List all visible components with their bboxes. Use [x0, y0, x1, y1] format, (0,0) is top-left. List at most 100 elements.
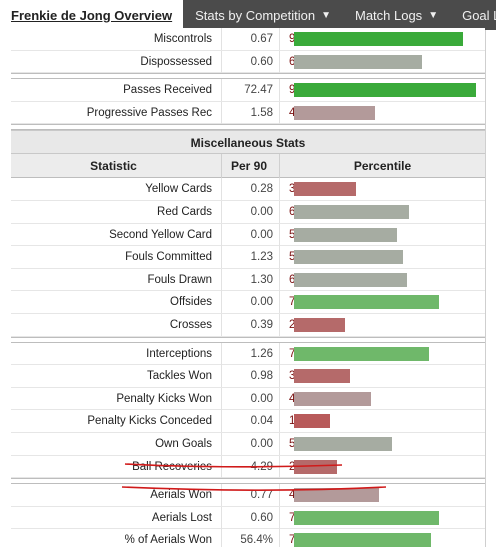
percentile-bar [294, 414, 330, 429]
column-header-statistic[interactable]: Statistic [90, 159, 137, 174]
per90-value: 4.29 [221, 455, 276, 478]
per90-value: 1.30 [221, 268, 276, 291]
stat-name: % of Aerials Won [124, 534, 212, 547]
nav-tab-stats-by-competition[interactable]: Stats by Competition ▼ [183, 0, 343, 30]
percentile-bar [294, 272, 407, 287]
nav-tab-label: Stats by Competition [195, 7, 316, 23]
per90-value: 0.00 [221, 432, 276, 455]
per90-value: 0.00 [221, 200, 276, 223]
per90-value: 1.26 [221, 342, 276, 365]
stat-name: Fouls Drawn [147, 273, 212, 286]
stat-name: Tackles Won [147, 370, 212, 383]
per90-value: 0.00 [221, 223, 276, 246]
column-header-percentile[interactable]: Percentile [279, 154, 485, 179]
stat-name: Fouls Committed [125, 251, 212, 264]
nav-tab-goal-logs[interactable]: Goal Logs [450, 0, 496, 30]
percentile-bar [294, 105, 375, 120]
per90-value: 56.4% [221, 529, 276, 547]
stat-name: Crosses [169, 318, 212, 331]
percentile-bar [294, 295, 439, 310]
percentile-bar [294, 533, 431, 547]
per90-value: 0.77 [221, 484, 276, 507]
stat-name: Progressive Passes Rec [86, 106, 212, 119]
group-separator [11, 478, 485, 485]
percentile-bar [294, 54, 422, 69]
nav-tab-match-logs[interactable]: Match Logs ▼ [343, 0, 450, 30]
percentile-bar [294, 182, 356, 197]
percentile-bar [294, 391, 371, 406]
percentile-bar [294, 346, 429, 361]
stat-name: Aerials Lost [151, 511, 212, 524]
per90-value: 0.60 [221, 506, 276, 529]
percentile-bar [294, 317, 345, 332]
stat-name: Own Goals [155, 437, 212, 450]
stat-name: Yellow Cards [145, 183, 212, 196]
nav-tab-overview[interactable]: Frenkie de Jong Overview [0, 0, 184, 30]
stat-name: Interceptions [146, 347, 212, 360]
top-nav: Frenkie de Jong Overview Stats by Compet… [0, 0, 496, 30]
percentile-bar [294, 32, 463, 46]
stat-name: Dispossessed [140, 55, 212, 68]
stat-name: Second Yellow Card [109, 228, 212, 241]
nav-tab-label: Match Logs [354, 7, 423, 23]
table-right-border [485, 30, 486, 547]
per90-value: 1.23 [221, 246, 276, 269]
percentile-bar [294, 204, 409, 219]
stat-name: Miscontrols [153, 33, 212, 45]
caret-down-icon: ▼ [428, 9, 439, 21]
section-title-misc: Miscellaneous Stats [11, 130, 485, 155]
stat-name: Ball Recoveries [132, 460, 212, 473]
stat-name: Passes Received [123, 84, 212, 97]
percentile-bar [294, 227, 397, 242]
per90-value: 0.67 [221, 28, 276, 50]
nav-tab-label: Frenkie de Jong Overview [11, 7, 173, 23]
group-separator [11, 336, 485, 343]
column-header-per90[interactable]: Per 90 [221, 154, 276, 179]
per90-value: 0.04 [221, 410, 276, 433]
per90-value: 72.47 [221, 79, 276, 102]
per90-value: 1.58 [221, 101, 276, 124]
percentile-bar [294, 510, 439, 525]
percentile-bar [294, 369, 350, 384]
percentile-bar [294, 83, 476, 98]
per90-value: 0.00 [221, 291, 276, 314]
stat-name: Aerials Won [150, 489, 212, 502]
per90-value: 0.28 [221, 178, 276, 201]
percentile-bar [294, 459, 337, 474]
percentile-bar [294, 250, 403, 265]
group-separator [11, 73, 485, 80]
per90-value: 0.98 [221, 365, 276, 388]
nav-tab-label: Goal Logs [462, 7, 496, 23]
stat-name: Penalty Kicks Won [116, 392, 212, 405]
stat-name: Red Cards [157, 205, 212, 218]
per90-value: 0.00 [221, 387, 276, 410]
column-header-row: Statistic Per 90 Percentile [11, 154, 485, 179]
stat-name: Penalty Kicks Conceded [87, 415, 212, 428]
caret-down-icon: ▼ [321, 9, 331, 21]
stat-name: Offsides [170, 296, 212, 309]
